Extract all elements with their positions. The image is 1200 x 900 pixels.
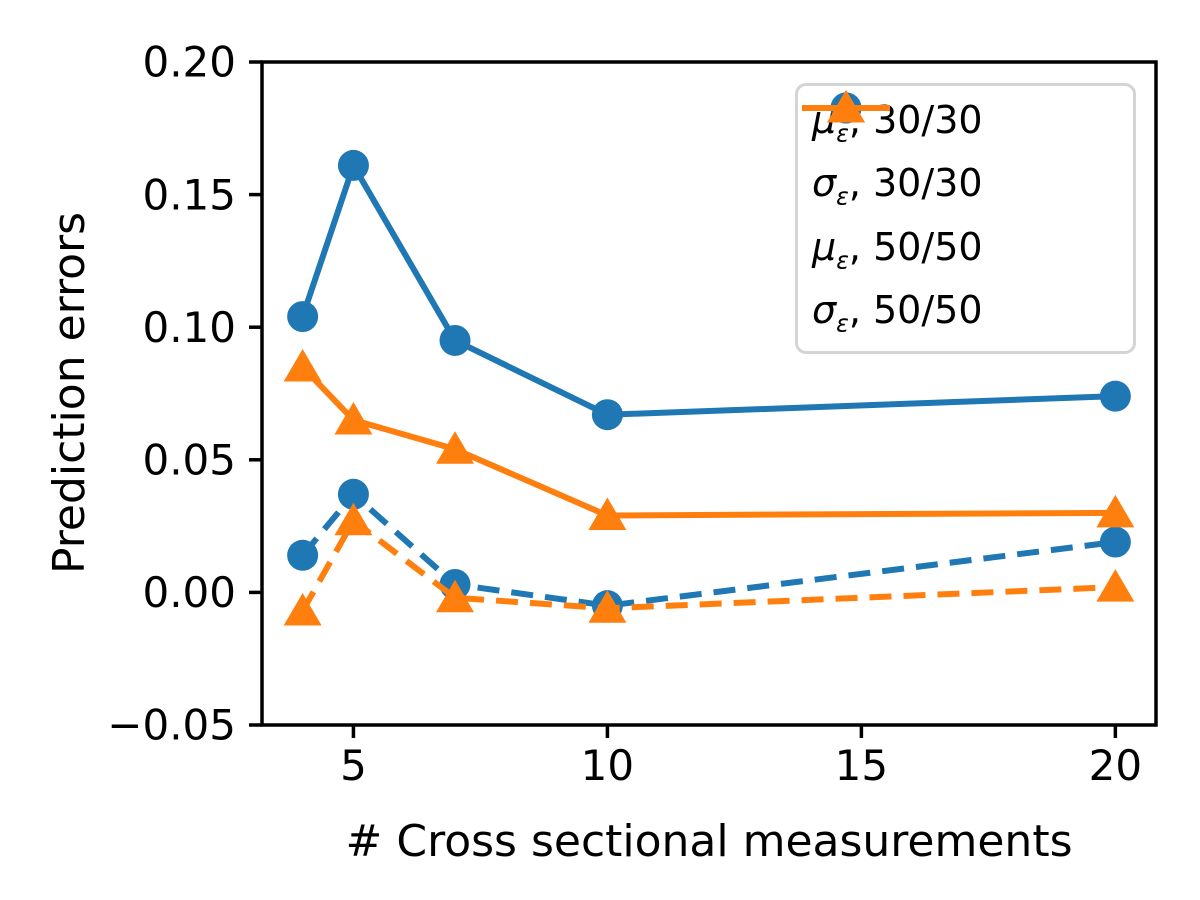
- series-mu-30-30-marker: [1099, 526, 1131, 558]
- series-sigma-50-50-marker: [436, 431, 475, 464]
- series-sigma-50-50-marker: [283, 348, 322, 382]
- x-tick-label: 20: [1089, 741, 1142, 790]
- legend-sample-solid-line: [802, 90, 890, 123]
- series-mu-50-50-marker: [436, 579, 475, 613]
- y-tick-label: −0.05: [107, 701, 236, 750]
- y-axis-label: Prediction errors: [44, 212, 95, 574]
- x-axis-label: # Cross sectional measurements: [346, 816, 1073, 867]
- legend-label-mu-50-50: με, 50/50: [812, 224, 983, 275]
- series-mu-30-30-marker: [337, 478, 369, 510]
- y-tick-label: 0.15: [142, 170, 236, 219]
- series-mu-50-50-marker: [334, 502, 373, 536]
- series-sigma-30-30-marker: [439, 324, 471, 356]
- series-sigma-50-50-marker: [1096, 494, 1135, 528]
- plot-area: 5 10 15 20 0.20 0.15 0.10 0.05 0.00 −0.05: [107, 38, 1158, 790]
- x-tick-label: 15: [835, 741, 888, 790]
- series-mu-50-50-marker: [1096, 569, 1135, 602]
- legend-entry-mu-50-50: με, 50/50: [802, 90, 1123, 275]
- legend-entry-sigma-30-30: σε, 30/30: [802, 92, 1123, 211]
- x-tick-label: 10: [581, 741, 634, 790]
- series-sigma-30-30-marker: [591, 399, 623, 431]
- legend-label-sigma-30-30: σε, 30/30: [812, 161, 983, 211]
- legend-triangle-marker-icon: [827, 90, 865, 123]
- series-mu-50-50-marker: [588, 590, 627, 623]
- y-tick-label: 0.05: [142, 436, 236, 485]
- legend: με, 30/30 σε, 30/30 με, 50/50 σε, 50/50: [795, 83, 1136, 354]
- y-tick-label: 0.10: [142, 303, 236, 352]
- series-sigma-50-50-line: [300, 364, 1116, 519]
- series-mu-30-30-marker: [287, 539, 319, 571]
- x-tick-label: 5: [340, 741, 367, 790]
- series-sigma-30-30-marker: [337, 149, 369, 181]
- y-tick-label: 0.20: [142, 38, 236, 87]
- series-sigma-30-30-marker: [287, 301, 319, 333]
- y-tick-label: 0.00: [142, 568, 236, 617]
- series-sigma-50-50-marker: [334, 402, 373, 435]
- series-sigma-50-50-marker: [588, 497, 627, 530]
- legend-label-sigma-50-50: σε, 50/50: [812, 287, 983, 338]
- plot-series: [283, 149, 1135, 626]
- legend-entry-sigma-50-50: σε, 50/50: [802, 90, 1123, 338]
- plot-frame: [260, 60, 1158, 727]
- series-sigma-30-30-marker: [1099, 380, 1131, 412]
- series-mu-50-50-marker: [283, 592, 322, 626]
- series-mu-50-50-line: [300, 517, 1116, 613]
